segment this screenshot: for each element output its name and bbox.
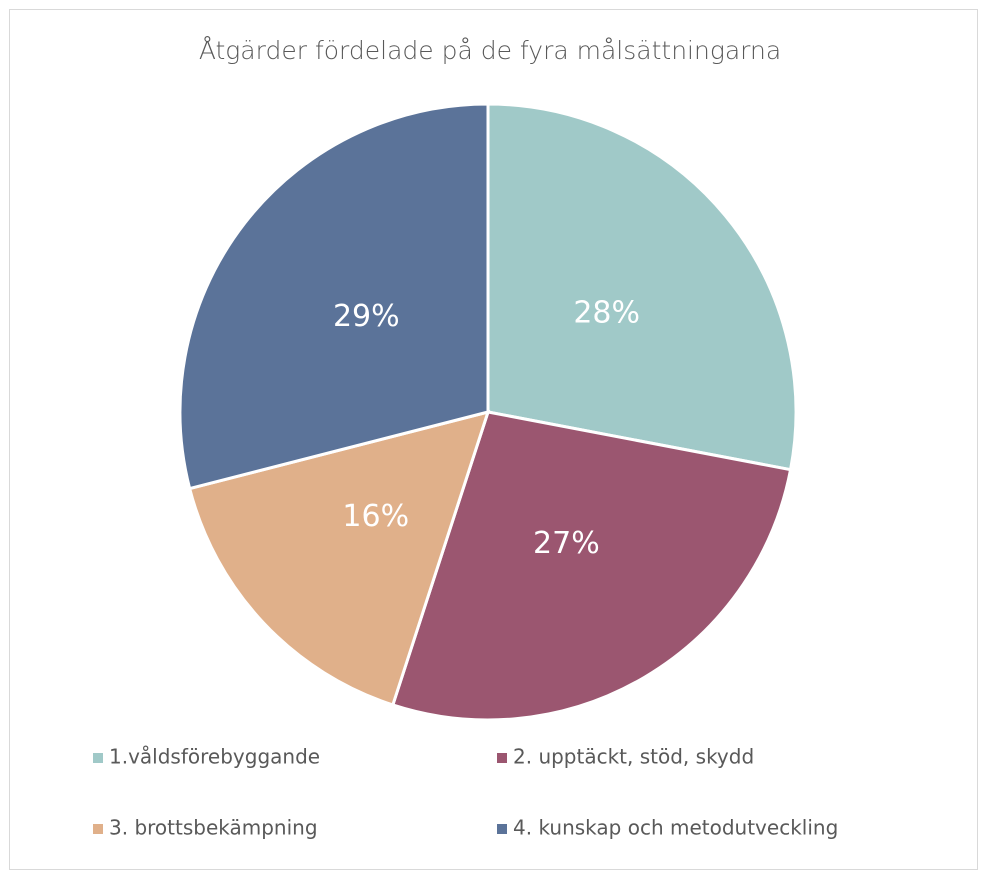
legend-swatch <box>93 753 103 763</box>
legend-label: 3. brottsbekämpning <box>109 816 318 840</box>
pie-slice <box>390 410 793 722</box>
chart-title: Åtgärder fördelade på de fyra målsättnin… <box>199 36 781 65</box>
legend-swatch <box>497 753 507 763</box>
pie-slice <box>178 102 490 491</box>
legend-swatch <box>497 824 507 834</box>
legend-label: 2. upptäckt, stöd, skydd <box>513 745 754 769</box>
data-label: 29% <box>333 299 400 334</box>
data-label: 28% <box>573 295 640 330</box>
data-label: 27% <box>533 526 600 561</box>
legend-label: 4. kunskap och metodutveckling <box>513 816 838 840</box>
data-label: 16% <box>342 499 409 534</box>
pie-slice <box>187 409 491 707</box>
legend-label: 1.våldsförebyggande <box>109 745 320 769</box>
pie-slice <box>486 102 798 472</box>
legend-swatch <box>93 824 103 834</box>
